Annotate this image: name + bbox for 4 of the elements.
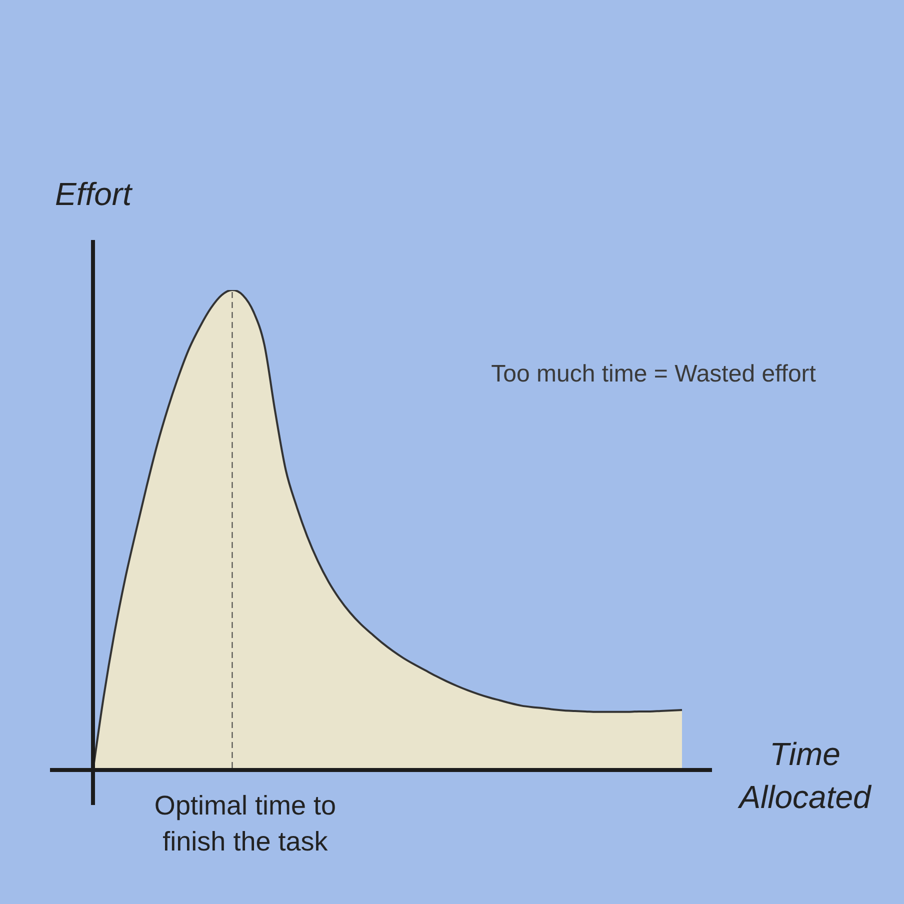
annotation: Too much time = Wasted effort — [491, 360, 816, 388]
x-axis-title: Time Allocated — [737, 736, 872, 815]
text: Optimal time to finish the task — [154, 790, 336, 856]
y-axis-title: Effort — [55, 176, 133, 212]
